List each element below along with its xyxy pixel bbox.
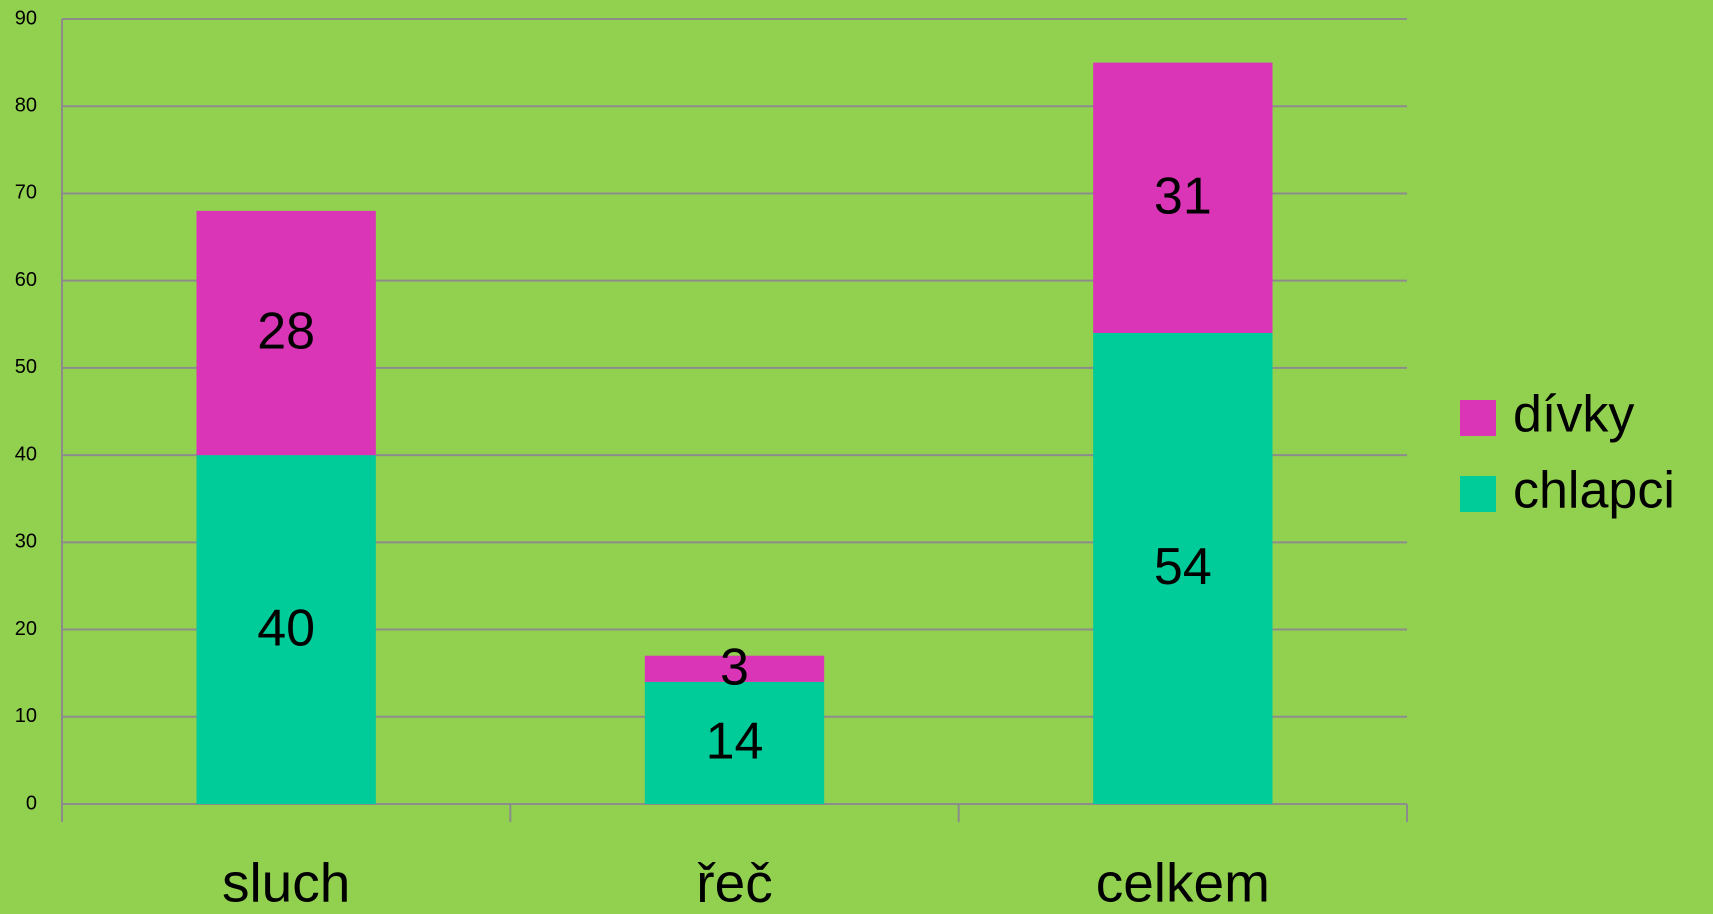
y-tick-label: 70: [15, 182, 37, 204]
data-label: 28: [257, 303, 315, 361]
y-tick-label: 40: [15, 443, 37, 465]
y-tick-label: 50: [15, 356, 37, 378]
y-tick-label: 20: [15, 618, 37, 640]
bar-segment: [644, 655, 825, 682]
y-tick-label: 30: [15, 531, 37, 553]
data-label: 14: [706, 713, 764, 771]
legend-label: chlapci: [1513, 462, 1675, 520]
legend-swatch: [1460, 476, 1496, 512]
data-label: 3: [720, 639, 749, 697]
y-tick-label: 10: [15, 705, 37, 727]
x-tick-label: sluch: [222, 852, 350, 914]
data-label: 40: [257, 599, 315, 657]
legend-swatch: [1460, 400, 1496, 436]
y-tick-label: 60: [15, 269, 37, 291]
data-label: 54: [1154, 538, 1212, 596]
bar-segment: [1093, 333, 1273, 804]
y-tick-label: 0: [26, 792, 37, 814]
y-tick-label: 90: [15, 7, 37, 29]
bar-segment: [1093, 62, 1273, 333]
bar-segment: [196, 210, 376, 456]
data-label: 31: [1154, 168, 1212, 226]
bar-segment: [196, 455, 376, 804]
x-tick-label: řeč: [696, 852, 772, 914]
bar-segment: [644, 681, 825, 804]
legend-label: dívky: [1513, 386, 1634, 444]
x-tick-label: celkem: [1096, 852, 1270, 914]
y-tick-label: 80: [15, 95, 37, 117]
